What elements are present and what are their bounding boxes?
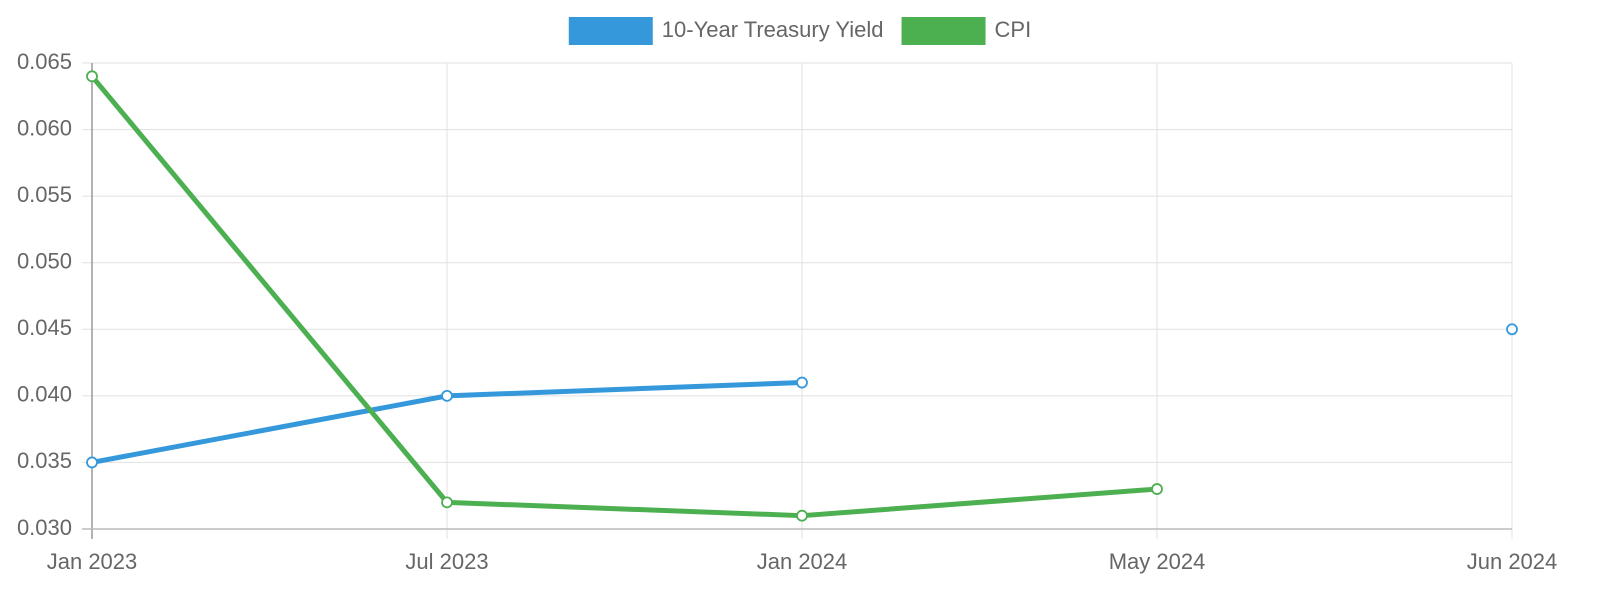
data-point [1506, 323, 1518, 336]
y-tick-label: 0.055 [17, 182, 72, 207]
data-point [441, 496, 453, 509]
x-tick-label: Jul 2023 [405, 549, 488, 574]
legend-swatch [568, 17, 653, 45]
x-tick-label: May 2024 [1109, 549, 1206, 574]
y-tick-label: 0.035 [17, 448, 72, 473]
data-point [441, 389, 453, 402]
y-tick-label: 0.065 [17, 49, 72, 74]
y-tick-label: 0.060 [17, 115, 72, 140]
legend-swatch [901, 17, 986, 45]
series-line [90, 74, 1158, 519]
y-tick-label: 0.050 [17, 249, 72, 274]
data-point [796, 376, 808, 389]
data-point [86, 456, 98, 469]
data-point [1151, 483, 1163, 495]
y-tick-label: 0.045 [17, 315, 72, 340]
data-point [796, 509, 808, 522]
data-point [86, 70, 98, 83]
x-tick-label: Jan 2023 [47, 549, 138, 574]
y-tick-label: 0.040 [17, 382, 72, 407]
x-tick-label: Jun 2024 [1467, 549, 1558, 574]
y-tick-label: 0.030 [17, 515, 72, 540]
legend-label: 10-Year Treasury Yield [662, 17, 884, 42]
x-tick-label: Jan 2024 [757, 549, 848, 574]
legend-label: CPI [995, 17, 1032, 42]
